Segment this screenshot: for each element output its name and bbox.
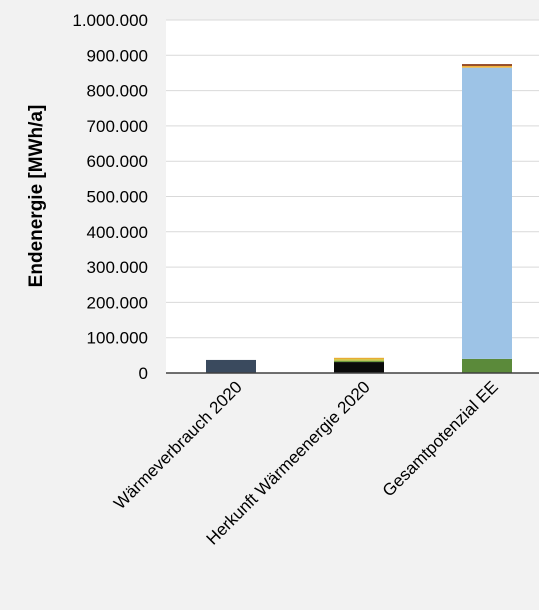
bar-segment bbox=[462, 65, 512, 68]
bar-segment bbox=[206, 359, 256, 373]
y-tick-label: 0 bbox=[139, 364, 148, 383]
bar-segment bbox=[334, 360, 384, 363]
bar-segment bbox=[462, 64, 512, 66]
bar-segment bbox=[334, 358, 384, 361]
bar-segment bbox=[462, 358, 512, 373]
y-tick-label: 400.000 bbox=[87, 223, 148, 242]
x-category-label: Gesamtpotenzial EE bbox=[379, 377, 502, 500]
y-tick-label: 500.000 bbox=[87, 188, 148, 207]
y-tick-label: 300.000 bbox=[87, 258, 148, 277]
y-tick-label: 700.000 bbox=[87, 117, 148, 136]
x-category-label: Wärmeverbrauch 2020 bbox=[110, 377, 246, 513]
y-tick-label: 600.000 bbox=[87, 152, 148, 171]
y-axis-label: Endenergie [MWh/a] bbox=[26, 105, 47, 288]
y-tick-label: 800.000 bbox=[87, 82, 148, 101]
bar-segment bbox=[334, 357, 384, 359]
y-tick-label: 200.000 bbox=[87, 293, 148, 312]
bar-segment bbox=[462, 67, 512, 359]
y-tick-label: 100.000 bbox=[87, 329, 148, 348]
y-tick-label: 1.000.000 bbox=[72, 11, 148, 30]
y-tick-label: 900.000 bbox=[87, 46, 148, 65]
bar-segment bbox=[334, 362, 384, 373]
